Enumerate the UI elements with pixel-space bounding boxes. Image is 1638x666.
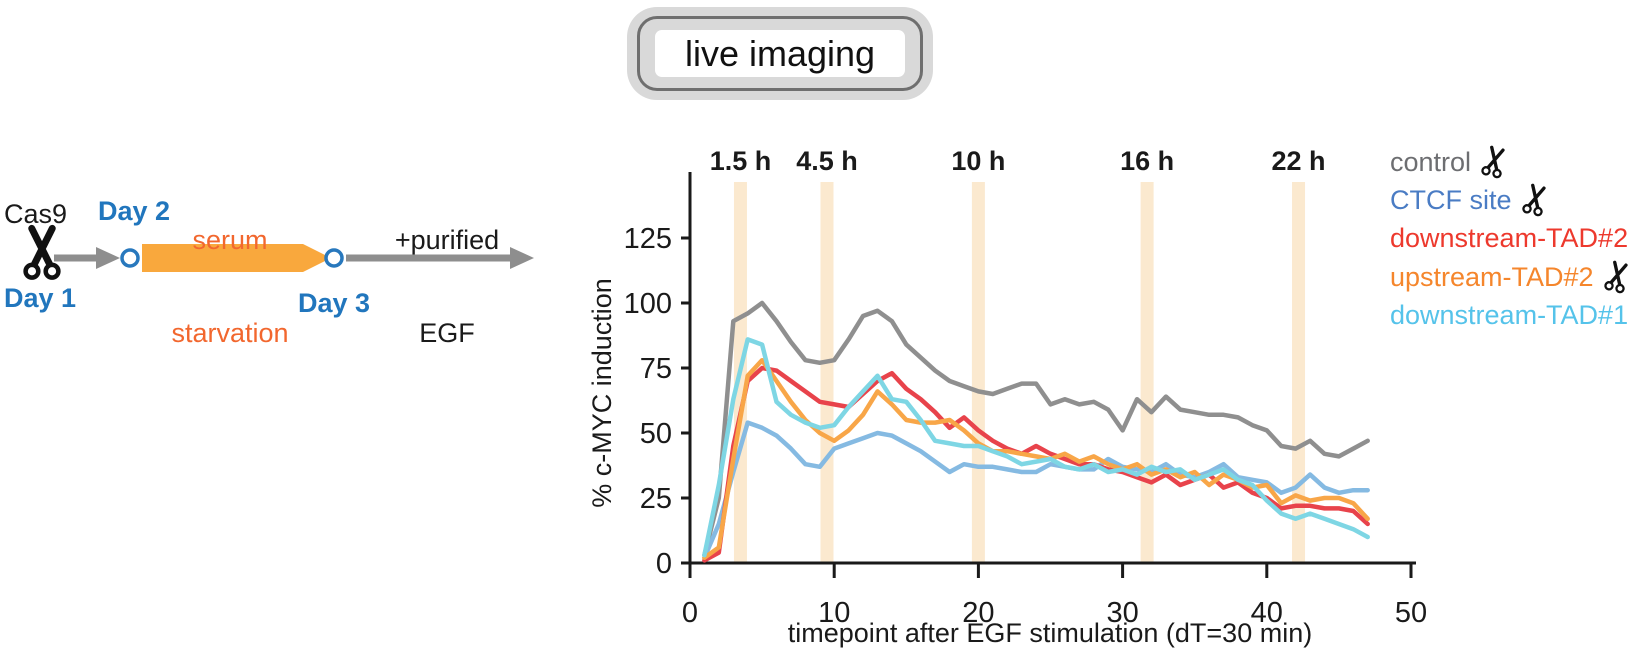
legend-label: upstream-TAD#2 — [1390, 261, 1594, 292]
timepoint-band — [1292, 182, 1306, 563]
cas9-label: Cas9 — [4, 199, 68, 229]
cas9-scissors-icon — [23, 224, 61, 280]
scissors-icon — [1633, 296, 1638, 335]
day1-label: Day 1 — [4, 283, 77, 313]
arrow-day1-day2 — [54, 247, 120, 269]
timepoint-band — [1140, 182, 1154, 563]
timepoint-band-label: 16 h — [1120, 146, 1174, 176]
x-axis-title: timepoint after EGF stimulation (dT=30 m… — [788, 618, 1312, 648]
serum-starvation-label: serum starvation — [171, 225, 289, 348]
serum-starvation-banner — [142, 244, 331, 272]
timepoint-band-label: 10 h — [951, 146, 1005, 176]
chart-lines — [702, 300, 1370, 563]
y-tick-label: 100 — [624, 288, 672, 320]
series-line-upstream-tad-2 — [702, 357, 1370, 561]
y-axis-title: % c-MYC induction — [587, 278, 617, 508]
live-imaging-badge: live imaging — [627, 7, 933, 100]
legend-entry-ctcf-site: CTCF site — [1390, 181, 1638, 219]
live-imaging-badge-border: live imaging — [637, 16, 923, 91]
scissors-icon — [1521, 183, 1546, 217]
legend-entry-upstream-tad-2: upstream-TAD#2 — [1390, 258, 1638, 296]
legend-entry-downstream-tad-2: downstream-TAD#2 — [1390, 220, 1638, 258]
x-tick-label: 10 — [818, 597, 850, 629]
x-tick-label: 40 — [1251, 597, 1283, 629]
protocol-schematic — [23, 224, 534, 280]
timepoint-band — [971, 182, 985, 563]
y-tick-label: 25 — [640, 483, 672, 515]
timepoint-band-label: 4.5 h — [796, 146, 858, 176]
scissors-icon — [1603, 260, 1628, 294]
scissors-icon — [1481, 145, 1505, 179]
series-line-ctcf-site — [702, 420, 1370, 561]
y-tick-label: 0 — [656, 548, 672, 580]
live-imaging-label: live imaging — [655, 30, 905, 77]
legend-label: downstream-TAD#1 — [1390, 299, 1629, 330]
y-tick-label: 75 — [640, 353, 672, 385]
day2-circle — [120, 248, 140, 268]
scissors-icon — [1633, 219, 1638, 258]
series-line-downstream-tad-2 — [702, 365, 1370, 563]
legend-entry-downstream-tad-1: downstream-TAD#1 — [1390, 296, 1638, 334]
purified-egf-label: +purified EGF — [394, 225, 500, 348]
x-tick-label: 30 — [1106, 597, 1138, 629]
day3-label: Day 3 — [297, 288, 371, 318]
timepoint-band-label: 1.5 h — [710, 146, 772, 176]
series-line-downstream-tad-1 — [702, 337, 1370, 558]
legend-entry-control: control — [1390, 143, 1638, 181]
timepoint-band-label: 22 h — [1272, 146, 1326, 176]
chart-legend: control CTCF site downstream-TAD#2 upstr… — [1390, 143, 1638, 334]
x-tick-label: 50 — [1395, 597, 1427, 629]
legend-label: CTCF site — [1390, 184, 1512, 215]
day3-circle — [324, 248, 344, 268]
y-tick-label: 50 — [640, 418, 672, 450]
timepoint-band — [820, 182, 834, 563]
series-line-control — [702, 300, 1370, 558]
chart-axes: 0 10 20 30 40 50 0 25 50 75 100 125 — [624, 172, 1427, 629]
day2-label: Day 2 — [98, 196, 171, 226]
arrow-day3-egf — [346, 247, 534, 269]
x-tick-label: 20 — [962, 597, 994, 629]
x-tick-label: 0 — [682, 597, 698, 629]
legend-label: control — [1390, 146, 1472, 177]
legend-label: downstream-TAD#2 — [1390, 223, 1629, 254]
y-tick-label: 125 — [624, 223, 672, 255]
